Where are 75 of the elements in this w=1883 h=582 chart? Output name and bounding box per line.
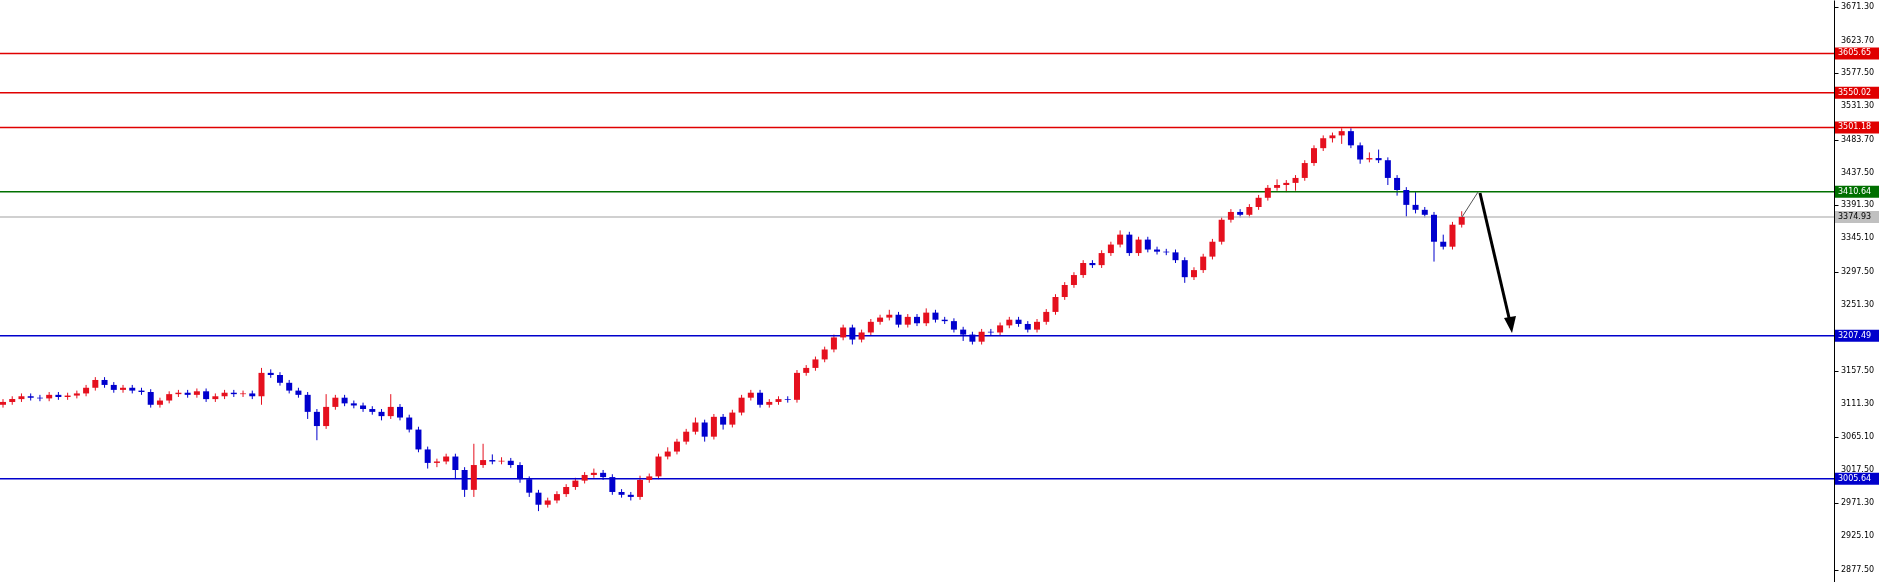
candlestick [1052, 293, 1059, 316]
candlestick [304, 391, 311, 420]
candlestick [535, 489, 542, 512]
candlestick [1218, 216, 1225, 246]
y-tick-label: 3297.50 [1841, 266, 1875, 276]
y-tick-label: 3483.70 [1841, 134, 1875, 144]
candlestick [1181, 256, 1188, 284]
y-tick-label: 3251.30 [1841, 299, 1875, 309]
candlestick [147, 388, 154, 409]
y-tick-label: 3671.30 [1841, 1, 1875, 11]
candlestick [1154, 246, 1161, 255]
candlestick [433, 458, 440, 468]
y-tick-label: 2971.30 [1841, 498, 1875, 508]
candlestick [1200, 253, 1207, 274]
candlestick [258, 367, 265, 406]
candlestick [424, 446, 431, 470]
candlestick [1301, 159, 1308, 182]
candlestick [1190, 266, 1197, 281]
candlestick [914, 313, 920, 327]
candlestick [1384, 156, 1391, 186]
candlestick [1357, 141, 1364, 165]
y-tick-label: 3623.70 [1841, 35, 1875, 45]
y-tick-label: 3437.50 [1841, 167, 1875, 177]
ref-line-label: 3374.93 [1838, 211, 1872, 221]
candlestick [784, 395, 791, 404]
candlestick [360, 402, 367, 413]
y-tick-label: 3157.50 [1841, 366, 1875, 376]
candlestick [637, 475, 644, 501]
candlestick [1209, 238, 1216, 260]
candlestick [313, 408, 320, 441]
ref-line-label: 3605.65 [1838, 48, 1872, 58]
y-tick-label: 3391.30 [1841, 200, 1875, 210]
candlestick [738, 394, 745, 416]
candlestick [73, 390, 80, 399]
ref-line-label: 3501.18 [1838, 122, 1872, 132]
ref-line-label: 3410.64 [1838, 186, 1872, 196]
candlestick [0, 398, 6, 409]
candlestick [387, 393, 394, 420]
candlestick [877, 314, 884, 326]
candlestick [156, 397, 163, 409]
candlestick [1135, 236, 1142, 257]
candlestick [1394, 174, 1401, 197]
candlestick [701, 419, 708, 443]
candlestick [480, 443, 487, 469]
candlestick [553, 490, 560, 504]
y-tick-label: 2877.50 [1841, 564, 1875, 574]
ref-line-label: 3207.49 [1838, 330, 1872, 340]
y-tick-label: 3577.50 [1841, 68, 1875, 78]
candlestick [1274, 178, 1281, 192]
candlestick [193, 387, 200, 399]
y-tick-label: 2925.10 [1841, 530, 1875, 540]
candlestick [240, 390, 247, 398]
candlestick [1126, 231, 1133, 257]
candlestick [1403, 186, 1410, 218]
candlestick [1347, 127, 1354, 149]
candlestick [120, 384, 127, 394]
candlestick [720, 413, 727, 431]
ref-line-label: 3550.02 [1838, 87, 1872, 97]
y-tick-label: 3017.50 [1841, 465, 1875, 475]
candlestick [655, 453, 662, 480]
candlestick [203, 387, 210, 403]
candlestick [415, 426, 422, 453]
ref-line-label: 3005.64 [1838, 473, 1872, 483]
candlestick [1227, 208, 1234, 224]
y-tick-label: 3345.10 [1841, 233, 1875, 243]
candlestick [1310, 144, 1317, 167]
candlestick [590, 468, 597, 479]
candlestick [1449, 221, 1456, 251]
y-tick-label: 3111.30 [1841, 398, 1875, 408]
candlestick [1412, 191, 1419, 214]
y-tick-label: 3065.10 [1841, 431, 1875, 441]
candlestick [323, 393, 330, 430]
candlestick [710, 413, 717, 441]
y-tick-label: 3531.30 [1841, 101, 1875, 111]
candlestick [276, 371, 283, 387]
